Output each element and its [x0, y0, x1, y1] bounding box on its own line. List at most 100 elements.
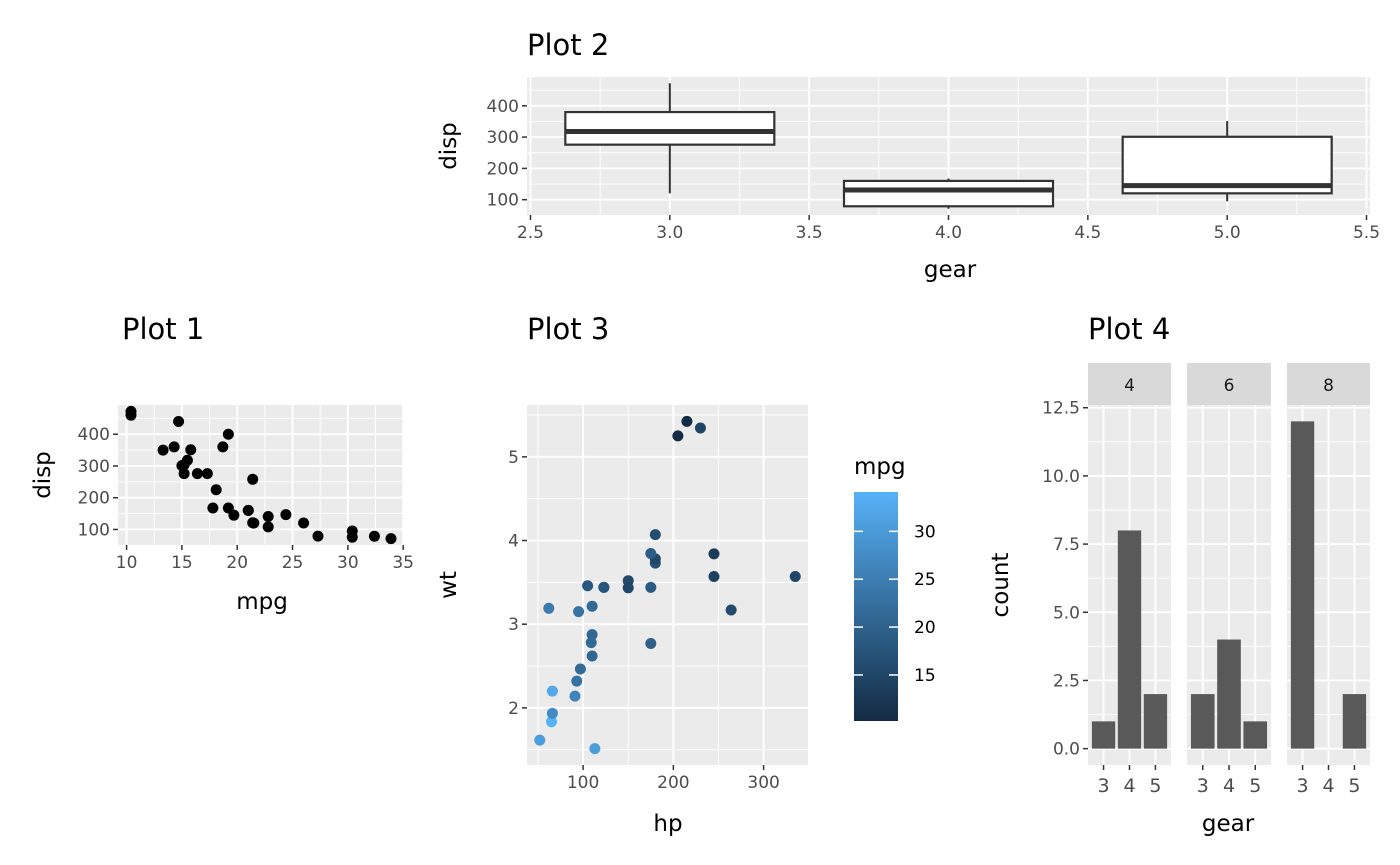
x-tick-label: 300	[747, 773, 779, 793]
data-point	[546, 716, 558, 728]
data-point	[649, 529, 661, 541]
x-tick-label: 5.0	[1214, 223, 1241, 243]
y-tick-label: 3	[508, 615, 519, 635]
y-tick-label: 0.0	[1053, 740, 1080, 760]
data-point	[598, 581, 610, 593]
data-point	[280, 509, 292, 521]
x-tick-label: 4	[1223, 775, 1235, 797]
data-point	[681, 415, 693, 427]
data-point	[262, 511, 274, 523]
x-tick-label: 2.5	[517, 223, 544, 243]
x-axis-title: hp	[653, 811, 682, 837]
legend-label: 15	[914, 666, 936, 686]
data-point	[582, 580, 594, 592]
plot-2: 2.5 3.0 3.5 4.0 4.5 5.0 5.5 100 200 300 400 Plot 2 g…	[436, 28, 1380, 283]
y-tick-label: 2	[508, 699, 519, 719]
data-point	[228, 509, 240, 521]
box	[842, 179, 1055, 208]
facet-strip	[1287, 363, 1370, 405]
data-point	[546, 685, 558, 697]
data-point	[546, 707, 558, 719]
data-point	[534, 734, 546, 746]
data-point	[573, 606, 585, 618]
legend-label: 20	[914, 618, 936, 638]
boxplot	[842, 178, 1055, 209]
data-point	[569, 690, 581, 702]
data-point	[185, 444, 197, 456]
x-tick-label: 10	[116, 553, 138, 573]
y-tick-label: 5.0	[1053, 603, 1080, 623]
data-point	[168, 441, 180, 453]
x-tick-label: 4.0	[935, 223, 962, 243]
plot-3: 100 200 300 2 3 4 5 Plot 3 hp wt mpg 15 20 25 30	[436, 312, 936, 837]
x-tick-label: 3	[1197, 775, 1209, 797]
bar	[1190, 694, 1215, 749]
x-tick-label: 3	[1297, 775, 1309, 797]
plot-title: Plot 1	[122, 312, 204, 346]
data-point	[708, 548, 720, 560]
y-axis-title: count	[988, 553, 1014, 618]
x-tick-label: 200	[657, 773, 689, 793]
data-point	[622, 582, 634, 594]
legend-label: 30	[914, 522, 936, 542]
y-tick-label: 100	[487, 191, 519, 211]
y-tick-label: 100	[78, 520, 110, 540]
legend-label: 25	[914, 570, 936, 590]
x-tick-label: 35	[392, 553, 414, 573]
facet-panel: 8 3 4 5	[1287, 363, 1370, 797]
y-tick-label: 5	[508, 448, 519, 468]
facet-strip-label: 8	[1323, 376, 1334, 396]
data-point	[312, 530, 324, 542]
data-point	[543, 602, 555, 614]
facet-strip-label: 4	[1124, 376, 1135, 396]
data-point	[346, 525, 358, 537]
data-point	[210, 484, 222, 496]
data-point	[586, 629, 598, 641]
facet-strip	[1187, 363, 1271, 405]
x-axis-title: gear	[924, 257, 977, 283]
data-point	[574, 663, 586, 675]
facet-panel: 6 3 4 5	[1187, 363, 1271, 797]
data-point	[725, 604, 737, 616]
plot-title: Plot 2	[527, 28, 609, 62]
data-point	[368, 530, 380, 542]
bar	[1117, 530, 1142, 749]
y-tick-label: 200	[487, 159, 519, 179]
y-tick-label: 400	[78, 425, 110, 445]
plot-1: 10 15 20 25 30 35 100 200 300 400 Plot 1 mpg disp	[30, 312, 414, 615]
x-tick-label: 5	[1348, 775, 1360, 797]
data-point	[207, 502, 219, 514]
data-point	[262, 521, 274, 533]
x-tick-label: 30	[337, 553, 359, 573]
x-tick-label: 5	[1249, 775, 1261, 797]
y-tick-label: 10.0	[1042, 467, 1080, 487]
boxplot	[564, 83, 776, 194]
y-axis-title: disp	[30, 451, 56, 499]
panel-background	[527, 405, 808, 765]
data-point	[298, 517, 310, 529]
x-tick-label: 5	[1149, 775, 1161, 797]
data-point	[201, 468, 213, 480]
y-tick-label: 12.5	[1042, 399, 1080, 419]
y-tick-label: 4	[508, 532, 519, 552]
x-axis-title: gear	[1202, 811, 1255, 837]
x-tick-label: 3	[1098, 775, 1110, 797]
y-axis-title: disp	[436, 122, 462, 170]
y-tick-label: 400	[487, 97, 519, 117]
plot-title: Plot 4	[1088, 312, 1170, 346]
x-tick-label: 25	[282, 553, 304, 573]
x-tick-label: 100	[567, 773, 599, 793]
panel-background	[118, 405, 404, 545]
bar	[1243, 721, 1268, 749]
bar	[1342, 694, 1367, 749]
data-point	[247, 517, 259, 529]
facet-strip	[1088, 363, 1171, 405]
x-tick-label: 4	[1123, 775, 1135, 797]
data-point	[708, 571, 720, 583]
x-tick-label: 3.5	[796, 223, 823, 243]
y-tick-label: 300	[487, 128, 519, 148]
data-point	[672, 430, 684, 442]
data-point	[645, 547, 657, 559]
